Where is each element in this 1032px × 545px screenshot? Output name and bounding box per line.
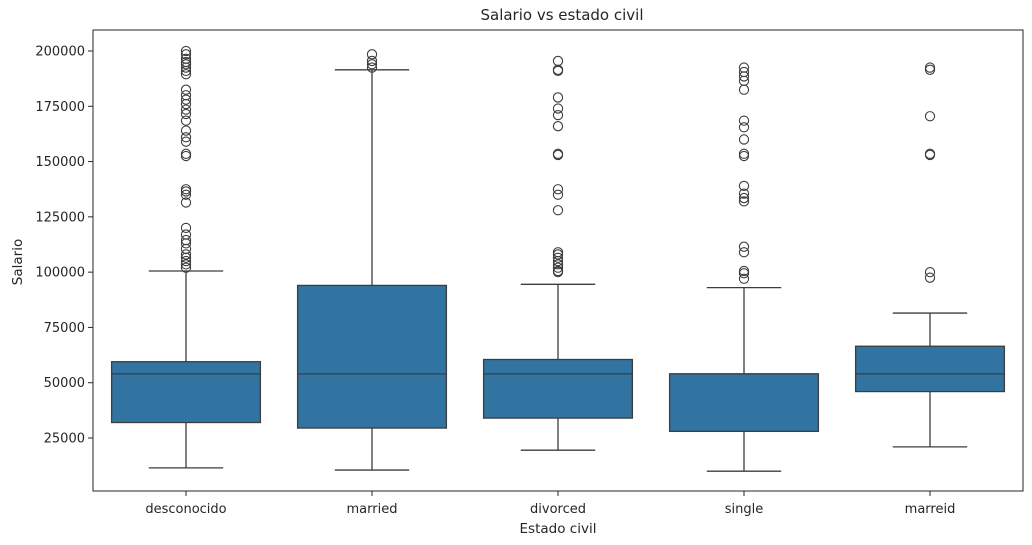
outlier-point xyxy=(180,104,192,115)
outlier-point xyxy=(180,148,192,159)
outlier-point xyxy=(552,205,564,216)
y-tick-label: 50000 xyxy=(44,376,85,391)
outlier-point xyxy=(738,66,750,78)
outlier-point xyxy=(552,148,564,159)
outlier-point xyxy=(738,180,750,192)
outlier-point xyxy=(552,55,564,67)
outlier-point xyxy=(924,111,936,122)
outlier-point xyxy=(180,53,192,64)
boxes-layer xyxy=(110,45,1006,472)
outlier-point xyxy=(738,150,750,162)
y-tick-label: 25000 xyxy=(44,432,85,447)
iqr-box xyxy=(482,358,634,419)
outlier-point xyxy=(180,94,192,105)
outlier-point xyxy=(738,148,750,159)
outlier-point xyxy=(552,247,564,258)
outlier-point xyxy=(552,259,564,270)
outlier-point xyxy=(738,192,750,204)
outlier-point xyxy=(924,62,936,73)
outlier-point xyxy=(924,148,936,159)
y-axis-title: Salario xyxy=(10,239,26,285)
chart-title: Salario vs estado civil xyxy=(480,6,643,24)
outlier-point xyxy=(180,189,192,200)
outlier-point xyxy=(738,241,750,252)
iqr-box xyxy=(854,345,1006,393)
outlier-point xyxy=(180,243,192,255)
y-tick-label: 100000 xyxy=(35,266,85,281)
outlier-point xyxy=(924,266,936,278)
outlier-point xyxy=(738,196,750,207)
outlier-point xyxy=(180,234,192,246)
iqr-box xyxy=(110,361,262,424)
outlier-point xyxy=(180,184,192,195)
outlier-point xyxy=(180,229,192,240)
outlier-point xyxy=(180,45,192,57)
outlier-point xyxy=(738,247,750,258)
box-desconocido xyxy=(110,45,262,469)
outlier-point xyxy=(738,273,750,284)
outlier-point xyxy=(366,49,378,60)
outlier-point xyxy=(552,252,564,263)
outlier-point xyxy=(552,92,564,103)
outlier-point xyxy=(738,62,750,73)
outlier-point xyxy=(180,49,192,60)
box-divorced xyxy=(482,55,634,451)
x-tick-label: marreid xyxy=(905,502,956,517)
outlier-point xyxy=(366,62,378,73)
outlier-point xyxy=(180,84,192,95)
outlier-point xyxy=(366,59,378,70)
y-tick-label: 150000 xyxy=(35,155,85,170)
outlier-point xyxy=(180,197,192,208)
outlier-point xyxy=(180,222,192,234)
outlier-point xyxy=(738,122,750,133)
outlier-point xyxy=(180,108,192,120)
x-tick-label: divorced xyxy=(530,502,586,517)
outlier-point xyxy=(180,262,192,273)
outlier-point xyxy=(180,69,192,80)
box-married xyxy=(296,49,448,471)
outlier-point xyxy=(180,150,192,162)
outlier-point xyxy=(552,189,564,200)
outlier-point xyxy=(180,259,192,270)
outlier-point xyxy=(552,265,564,277)
outlier-point xyxy=(180,136,192,147)
outlier-point xyxy=(552,262,564,273)
x-tick-label: desconocido xyxy=(145,502,226,517)
outlier-point xyxy=(180,56,192,68)
outlier-point xyxy=(924,64,936,75)
outlier-point xyxy=(738,115,750,126)
box-single xyxy=(668,62,820,472)
x-axis: desconocido married divorced single marreid xyxy=(145,491,955,517)
outlier-point xyxy=(738,84,750,95)
y-axis: 25000 50000 75000 100000 125000 150000 175000 2… xyxy=(35,45,93,447)
outlier-point xyxy=(366,55,378,67)
x-tick-label: single xyxy=(725,502,764,517)
outlier-point xyxy=(738,268,750,279)
x-tick-label: married xyxy=(347,502,398,517)
outlier-point xyxy=(738,134,750,145)
iqr-box xyxy=(668,373,820,433)
y-tick-label: 125000 xyxy=(35,210,85,225)
iqr-box xyxy=(296,284,448,429)
outlier-point xyxy=(180,255,192,267)
outlier-point xyxy=(552,184,564,195)
outlier-point xyxy=(738,188,750,199)
outlier-point xyxy=(180,125,192,136)
outlier-point xyxy=(552,103,564,114)
x-axis-title: Estado civil xyxy=(520,521,597,537)
y-tick-label: 175000 xyxy=(35,100,85,115)
y-tick-label: 75000 xyxy=(44,321,85,336)
outlier-point xyxy=(924,272,936,283)
outlier-point xyxy=(180,132,192,143)
outlier-point xyxy=(180,90,192,101)
outlier-point xyxy=(180,115,192,126)
outlier-point xyxy=(552,109,564,121)
outlier-point xyxy=(552,121,564,132)
box-marreid xyxy=(854,62,1006,448)
outlier-point xyxy=(738,265,750,277)
y-tick-label: 200000 xyxy=(35,45,85,60)
outlier-point xyxy=(180,249,192,260)
